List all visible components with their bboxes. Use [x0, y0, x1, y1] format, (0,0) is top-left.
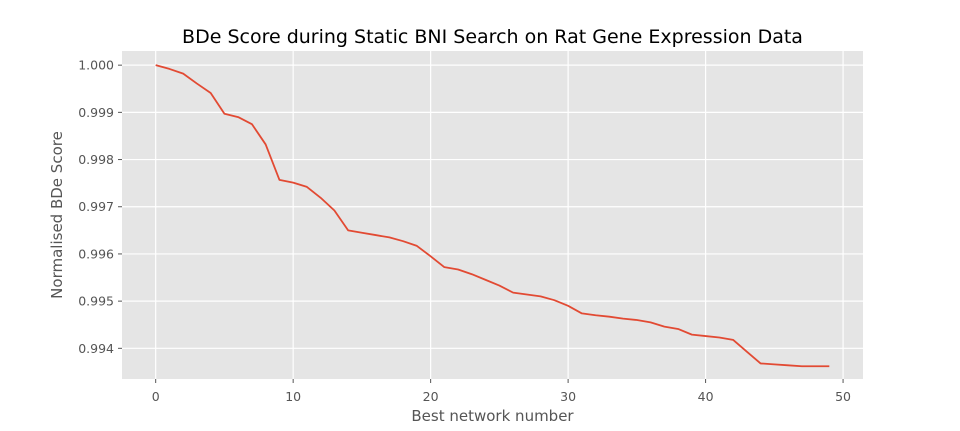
- chart-title: BDe Score during Static BNI Search on Ra…: [182, 26, 803, 48]
- plot-area: [122, 51, 863, 379]
- x-tick-label: 50: [835, 389, 851, 404]
- x-axis-label: Best network number: [411, 407, 574, 425]
- y-tick-label: 0.996: [78, 246, 114, 261]
- x-tick-label: 20: [423, 389, 439, 404]
- y-tick-label: 1.000: [78, 58, 114, 73]
- y-tick-label: 0.999: [78, 105, 114, 120]
- y-axis-label: Normalised BDe Score: [48, 131, 66, 299]
- y-tick-label: 0.997: [78, 199, 114, 214]
- x-tick-label: 0: [152, 389, 160, 404]
- x-tick-label: 10: [285, 389, 301, 404]
- y-tick-label: 0.995: [78, 294, 114, 309]
- x-tick-label: 40: [698, 389, 714, 404]
- y-tick-label: 0.994: [78, 341, 114, 356]
- y-tick-label: 0.998: [78, 152, 114, 167]
- x-tick-label: 30: [560, 389, 576, 404]
